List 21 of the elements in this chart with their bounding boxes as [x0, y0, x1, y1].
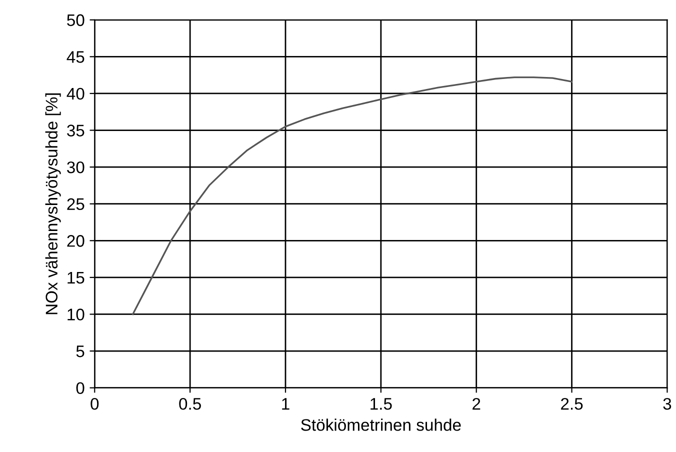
- y-tick-label: 50: [67, 14, 84, 26]
- y-tick-label: 5: [76, 346, 84, 358]
- y-tick-label: 45: [66, 51, 84, 63]
- x-tick-label: 1.5: [370, 398, 392, 410]
- y-tick-label: 40: [66, 88, 84, 100]
- x-tick-label: 2.5: [561, 398, 583, 410]
- y-tick-label: 20: [67, 235, 84, 247]
- x-tick-label: 3: [663, 398, 672, 410]
- y-axis-title: NOx vähennyshyötysuhde [%]: [45, 93, 61, 314]
- y-tick-label: 0: [76, 382, 84, 394]
- x-tick-label: 0: [90, 398, 99, 410]
- x-tick-label: 1: [282, 398, 290, 410]
- x-axis-title: Stökiömetrinen suhde: [301, 418, 461, 431]
- y-tick-label: 10: [68, 308, 84, 320]
- y-tick-label: 35: [67, 124, 84, 136]
- y-tick-label: 15: [68, 272, 84, 284]
- x-tick-label: 0.5: [179, 398, 201, 410]
- x-tick-label: 2: [472, 398, 480, 410]
- y-tick-label: 30: [67, 161, 84, 174]
- line-series: [132, 76, 573, 316]
- y-tick-label: 25: [67, 198, 84, 210]
